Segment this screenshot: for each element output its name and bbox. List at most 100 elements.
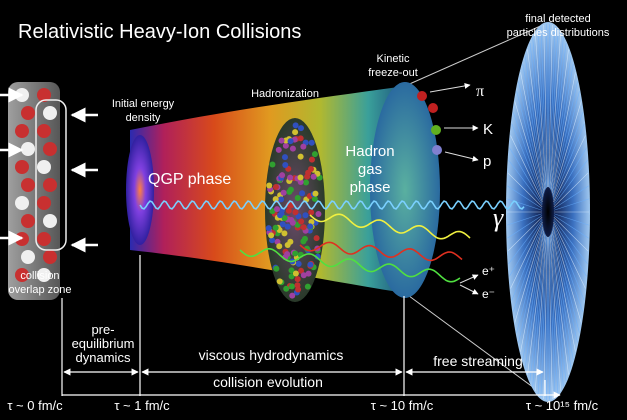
arrow bbox=[429, 82, 471, 93]
freeze-out-blob bbox=[370, 82, 440, 298]
hadron bbox=[281, 215, 288, 222]
track bbox=[552, 112, 584, 199]
track bbox=[553, 223, 585, 301]
hadron bbox=[295, 260, 302, 267]
hadron bbox=[289, 292, 296, 299]
track bbox=[553, 220, 587, 277]
track bbox=[529, 234, 546, 382]
hadron bbox=[313, 235, 320, 242]
hadron bbox=[297, 153, 304, 160]
initial-energy-blob bbox=[126, 135, 154, 245]
hadron bbox=[292, 129, 299, 136]
track bbox=[535, 33, 547, 189]
track bbox=[549, 37, 564, 189]
hadron bbox=[274, 238, 281, 245]
wave bbox=[239, 248, 461, 283]
stage-label: pre- bbox=[91, 322, 114, 337]
track bbox=[527, 49, 546, 191]
hadron bbox=[307, 223, 314, 230]
stage-label: dynamics bbox=[76, 350, 131, 365]
hadron bbox=[281, 230, 288, 237]
label: collision bbox=[20, 270, 59, 282]
track bbox=[552, 101, 582, 198]
hadron bbox=[292, 250, 299, 257]
hadron bbox=[308, 156, 315, 163]
hadron bbox=[297, 174, 304, 181]
nucleon bbox=[15, 196, 29, 210]
stage-label: viscous hydrodynamics bbox=[199, 347, 344, 363]
nucleon bbox=[37, 124, 51, 138]
track bbox=[547, 24, 550, 188]
track bbox=[553, 218, 588, 264]
label: Kinetic bbox=[376, 53, 410, 65]
hadron bbox=[308, 166, 315, 173]
time-label: τ ~ 10 fm/c bbox=[371, 398, 434, 413]
hadron bbox=[292, 122, 299, 129]
detector-tracks bbox=[507, 24, 589, 400]
label: QGP phase bbox=[148, 171, 231, 188]
nucleon bbox=[15, 124, 29, 138]
nucleon bbox=[37, 160, 51, 174]
nucleon bbox=[43, 142, 57, 156]
time-label: τ ~ 1 fm/c bbox=[114, 398, 170, 413]
hadron bbox=[284, 251, 291, 258]
pion bbox=[428, 103, 438, 113]
track bbox=[553, 213, 589, 226]
hadron bbox=[283, 285, 290, 292]
label: Initial energy bbox=[112, 98, 175, 110]
track bbox=[552, 226, 582, 323]
hadron bbox=[273, 265, 280, 272]
arrow bbox=[459, 274, 479, 284]
hadron bbox=[299, 190, 306, 197]
particle-label: K bbox=[483, 121, 493, 138]
hadron bbox=[281, 154, 288, 161]
wave bbox=[139, 200, 525, 210]
hadron bbox=[269, 208, 276, 215]
track bbox=[532, 235, 547, 387]
hadron bbox=[285, 207, 292, 214]
wave bbox=[309, 213, 471, 240]
track bbox=[507, 213, 543, 226]
track bbox=[543, 25, 548, 188]
hadron bbox=[307, 261, 314, 268]
particle-arrows bbox=[429, 82, 479, 295]
track bbox=[550, 42, 567, 190]
hadron bbox=[302, 212, 309, 219]
particle-label: π bbox=[476, 83, 484, 100]
track bbox=[553, 198, 589, 211]
nucleon bbox=[37, 232, 51, 246]
nucleon bbox=[37, 268, 51, 282]
radiation-waves bbox=[139, 200, 525, 283]
track bbox=[507, 216, 543, 252]
hadron bbox=[298, 267, 305, 274]
hadron bbox=[274, 206, 281, 213]
nucleon bbox=[15, 160, 29, 174]
hadron bbox=[280, 189, 287, 196]
nucleon bbox=[21, 250, 35, 264]
track bbox=[516, 91, 544, 197]
hadron bbox=[308, 209, 315, 216]
hadron bbox=[288, 273, 295, 280]
hadron bbox=[292, 270, 299, 277]
nucleon bbox=[43, 250, 57, 264]
arrow bbox=[459, 284, 479, 295]
hadron bbox=[269, 161, 276, 168]
hadron bbox=[276, 278, 283, 285]
track bbox=[537, 236, 547, 395]
hadron bbox=[312, 190, 319, 197]
track bbox=[553, 216, 589, 252]
track bbox=[553, 172, 589, 208]
track bbox=[532, 37, 547, 189]
hadron bbox=[277, 212, 284, 219]
hadron bbox=[287, 238, 294, 245]
hadrons bbox=[265, 122, 323, 299]
stage-label: collision evolution bbox=[213, 374, 323, 390]
hadron bbox=[297, 125, 304, 132]
track bbox=[549, 33, 561, 189]
funnel-edge bbox=[404, 23, 546, 397]
hadron bbox=[315, 211, 322, 218]
track bbox=[551, 232, 572, 368]
label: final detected bbox=[525, 13, 590, 25]
